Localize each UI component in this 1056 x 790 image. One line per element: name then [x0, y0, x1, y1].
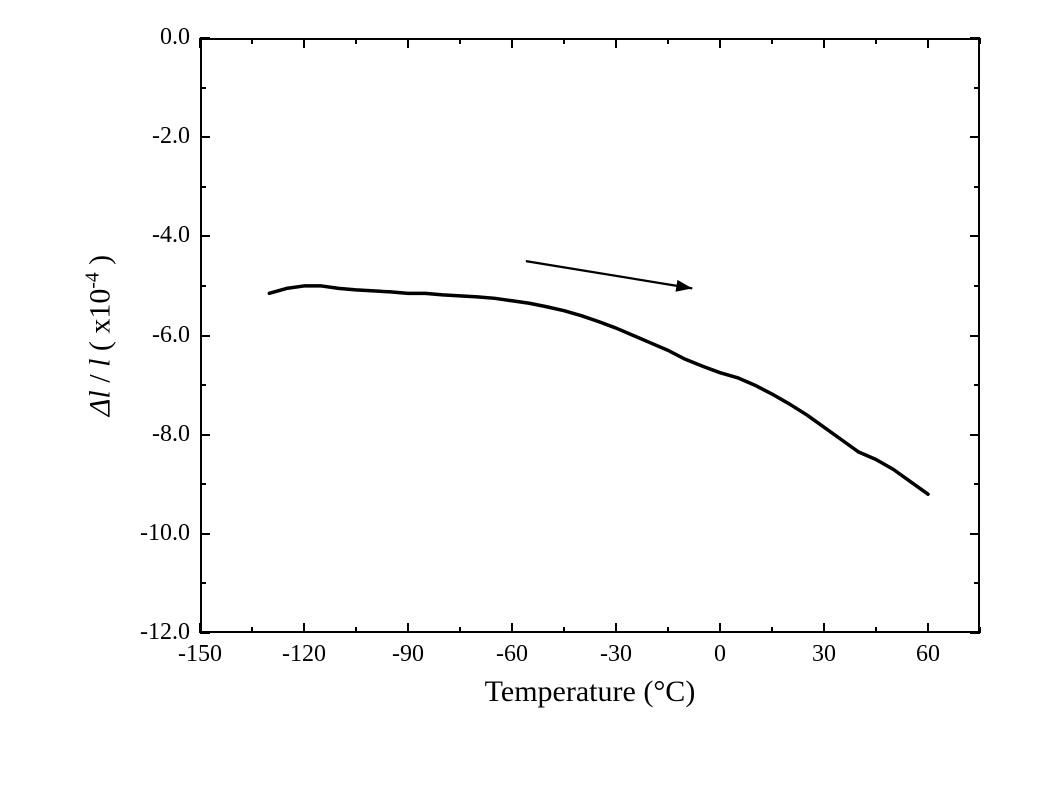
y-tick-major [970, 235, 980, 237]
x-tick-label: -90 [383, 641, 433, 668]
x-tick-major [407, 38, 409, 48]
x-tick-minor [771, 627, 773, 633]
y-tick-major [200, 434, 210, 436]
ylabel-mult: x10 [84, 288, 117, 333]
x-tick-major [719, 623, 721, 633]
x-tick-label: -60 [487, 641, 537, 668]
xlabel-prefix: Temperature ( [485, 675, 654, 708]
x-tick-major [511, 38, 513, 48]
x-tick-minor [875, 627, 877, 633]
y-tick-major [200, 136, 210, 138]
x-tick-minor [459, 627, 461, 633]
x-tick-minor [251, 38, 253, 44]
x-tick-label: -30 [591, 641, 641, 668]
y-tick-minor [200, 384, 206, 386]
y-tick-major [200, 335, 210, 337]
x-tick-minor [563, 38, 565, 44]
y-tick-major [970, 37, 980, 39]
y-tick-minor [974, 285, 980, 287]
direction-arrow-head [676, 280, 693, 292]
y-tick-minor [974, 87, 980, 89]
ylabel-slash: / [84, 366, 117, 389]
y-tick-minor [974, 186, 980, 188]
y-tick-minor [200, 186, 206, 188]
y-tick-label: -12.0 [130, 619, 190, 646]
y-tick-minor [974, 384, 980, 386]
x-tick-minor [667, 627, 669, 633]
x-tick-major [199, 38, 201, 48]
x-tick-minor [875, 38, 877, 44]
ylabel-exp: -4 [83, 272, 104, 288]
chart-container: -150-120-90-60-30030600.0-2.0-4.0-6.0-8.… [60, 20, 1020, 740]
y-tick-label: -2.0 [130, 123, 190, 150]
ylabel-paren-open: ( [84, 333, 117, 358]
ylabel-paren-close: ) [84, 254, 117, 272]
x-tick-major [823, 38, 825, 48]
x-tick-major [927, 38, 929, 48]
y-tick-label: -10.0 [130, 520, 190, 547]
direction-arrow-line [526, 261, 692, 288]
ylabel-delta: Δ [84, 398, 117, 416]
x-tick-major [615, 623, 617, 633]
y-tick-minor [200, 285, 206, 287]
x-tick-minor [459, 38, 461, 44]
x-tick-major [303, 38, 305, 48]
x-tick-label: 30 [799, 641, 849, 668]
y-tick-label: -6.0 [130, 322, 190, 349]
x-tick-major [615, 38, 617, 48]
x-tick-minor [667, 38, 669, 44]
y-tick-minor [974, 483, 980, 485]
x-axis-label: Temperature (°C) [440, 675, 740, 709]
y-tick-major [970, 632, 980, 634]
x-tick-major [511, 623, 513, 633]
ylabel-var1: l [84, 390, 117, 398]
y-tick-minor [200, 582, 206, 584]
y-tick-major [200, 235, 210, 237]
y-tick-major [970, 533, 980, 535]
y-tick-major [200, 37, 210, 39]
x-tick-major [823, 623, 825, 633]
x-tick-minor [563, 627, 565, 633]
y-tick-major [200, 632, 210, 634]
y-tick-major [200, 533, 210, 535]
ylabel-var2: l [84, 358, 117, 366]
x-tick-minor [355, 627, 357, 633]
y-tick-label: 0.0 [130, 24, 190, 51]
y-tick-minor [974, 582, 980, 584]
x-tick-minor [355, 38, 357, 44]
x-tick-minor [771, 38, 773, 44]
x-tick-label: 0 [695, 641, 745, 668]
y-tick-label: -4.0 [130, 222, 190, 249]
xlabel-unit: °C [653, 675, 685, 708]
xlabel-suffix: ) [685, 675, 695, 708]
x-tick-label: 60 [903, 641, 953, 668]
data-curve [269, 286, 928, 494]
x-tick-major [407, 623, 409, 633]
y-axis-label: Δl / l ( x10-4 ) [83, 205, 118, 465]
x-tick-label: -120 [279, 641, 329, 668]
x-tick-major [719, 38, 721, 48]
y-tick-minor [200, 483, 206, 485]
y-tick-major [970, 434, 980, 436]
y-tick-label: -8.0 [130, 421, 190, 448]
x-tick-major [303, 623, 305, 633]
y-tick-major [970, 136, 980, 138]
x-tick-major [927, 623, 929, 633]
curve-svg [60, 20, 1020, 673]
y-tick-minor [200, 87, 206, 89]
y-tick-major [970, 335, 980, 337]
x-tick-minor [251, 627, 253, 633]
